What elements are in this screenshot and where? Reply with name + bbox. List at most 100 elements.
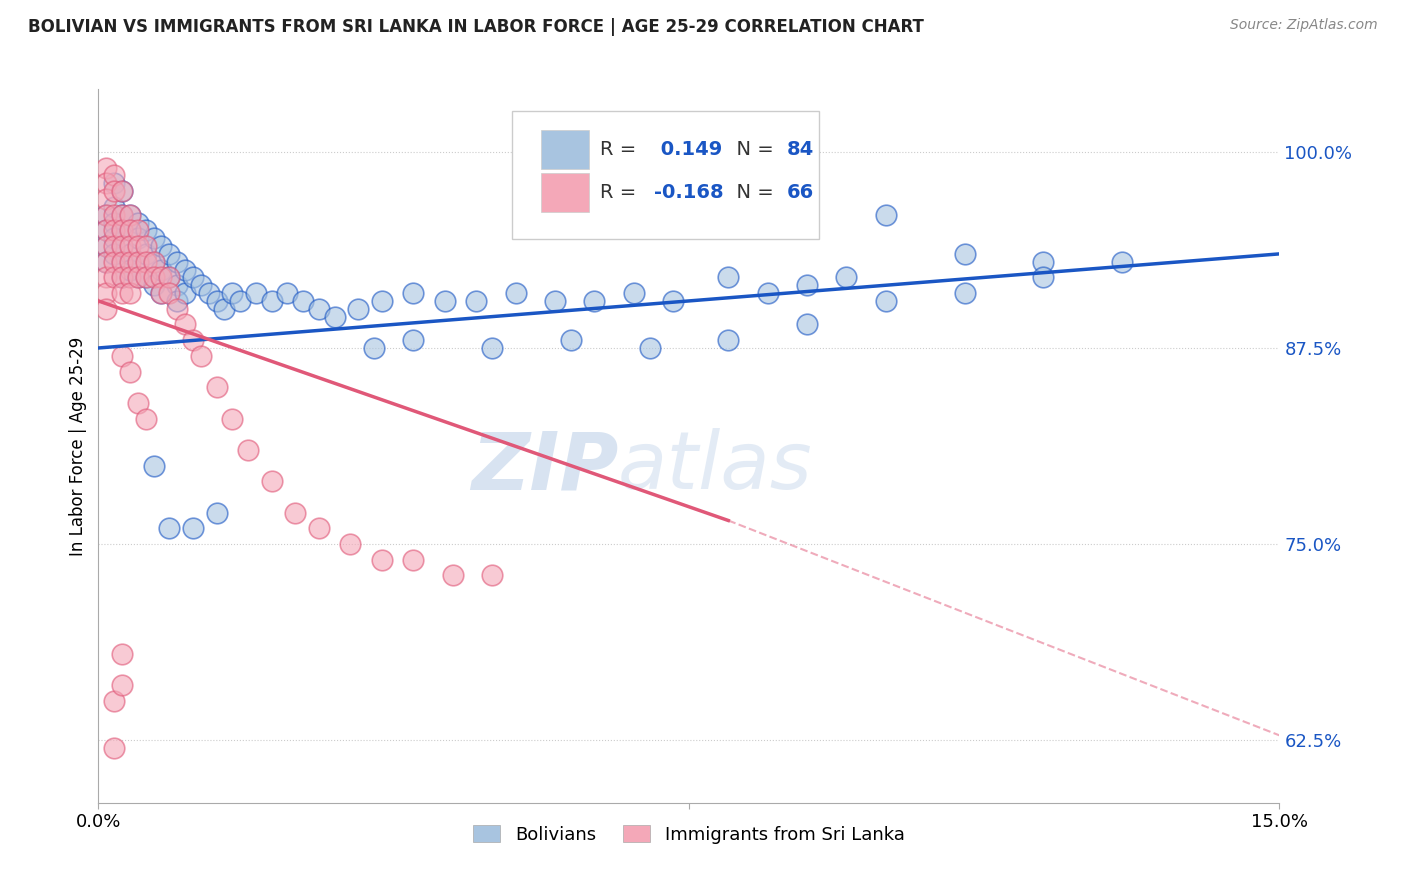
Point bbox=[118, 364, 141, 378]
Point bbox=[96, 239, 118, 253]
Point bbox=[197, 286, 219, 301]
Point bbox=[118, 223, 141, 237]
Point bbox=[157, 521, 180, 535]
Point bbox=[103, 169, 125, 183]
Point bbox=[205, 380, 228, 394]
Legend: Bolivians, Immigrants from Sri Lanka: Bolivians, Immigrants from Sri Lanka bbox=[467, 818, 911, 851]
FancyBboxPatch shape bbox=[541, 173, 589, 212]
Point bbox=[103, 200, 125, 214]
Text: N =: N = bbox=[724, 183, 780, 202]
Point bbox=[103, 223, 125, 237]
Point bbox=[284, 506, 307, 520]
Text: BOLIVIAN VS IMMIGRANTS FROM SRI LANKA IN LABOR FORCE | AGE 25-29 CORRELATION CHA: BOLIVIAN VS IMMIGRANTS FROM SRI LANKA IN… bbox=[28, 18, 924, 36]
Point bbox=[150, 270, 173, 285]
Point bbox=[166, 301, 188, 316]
Point bbox=[103, 231, 125, 245]
Point bbox=[127, 270, 149, 285]
Point bbox=[505, 286, 527, 301]
Point bbox=[111, 286, 134, 301]
Point bbox=[96, 208, 118, 222]
Point bbox=[96, 161, 118, 175]
Point bbox=[103, 184, 125, 198]
Point bbox=[796, 318, 818, 332]
Point bbox=[111, 239, 134, 253]
Point bbox=[260, 475, 283, 489]
Point bbox=[323, 310, 346, 324]
Point bbox=[103, 208, 125, 222]
Point bbox=[96, 239, 118, 253]
Point bbox=[157, 270, 180, 285]
Point bbox=[142, 254, 165, 268]
FancyBboxPatch shape bbox=[541, 130, 589, 169]
Text: ZIP: ZIP bbox=[471, 428, 619, 507]
Point bbox=[638, 341, 661, 355]
Point bbox=[623, 286, 645, 301]
Point bbox=[150, 239, 173, 253]
Y-axis label: In Labor Force | Age 25-29: In Labor Force | Age 25-29 bbox=[69, 336, 87, 556]
Point bbox=[111, 184, 134, 198]
Point bbox=[142, 254, 165, 268]
Point bbox=[111, 254, 134, 268]
Point bbox=[181, 521, 204, 535]
Point bbox=[111, 270, 134, 285]
Point bbox=[276, 286, 298, 301]
Point bbox=[118, 223, 141, 237]
Point bbox=[465, 293, 488, 308]
Point bbox=[127, 231, 149, 245]
Point bbox=[433, 293, 456, 308]
Point bbox=[150, 286, 173, 301]
Point bbox=[111, 184, 134, 198]
Point bbox=[260, 293, 283, 308]
Point bbox=[583, 293, 606, 308]
Point bbox=[875, 293, 897, 308]
Point bbox=[103, 694, 125, 708]
Point bbox=[717, 333, 740, 347]
Point bbox=[111, 223, 134, 237]
Point bbox=[157, 286, 180, 301]
Point bbox=[142, 278, 165, 293]
Point bbox=[347, 301, 370, 316]
Point bbox=[205, 506, 228, 520]
Point bbox=[111, 678, 134, 692]
Point bbox=[371, 552, 394, 566]
Point bbox=[96, 254, 118, 268]
Point bbox=[135, 270, 157, 285]
Point bbox=[118, 286, 141, 301]
Point bbox=[481, 568, 503, 582]
FancyBboxPatch shape bbox=[512, 111, 818, 239]
Point bbox=[96, 270, 118, 285]
Point bbox=[127, 223, 149, 237]
Point bbox=[363, 341, 385, 355]
Point bbox=[103, 740, 125, 755]
Point bbox=[118, 254, 141, 268]
Text: -0.168: -0.168 bbox=[654, 183, 723, 202]
Point bbox=[308, 521, 330, 535]
Point bbox=[1111, 254, 1133, 268]
Point bbox=[96, 223, 118, 237]
Point bbox=[214, 301, 236, 316]
Point bbox=[96, 286, 118, 301]
Point bbox=[174, 262, 197, 277]
Point bbox=[157, 247, 180, 261]
Point bbox=[544, 293, 567, 308]
Point bbox=[111, 223, 134, 237]
Point bbox=[205, 293, 228, 308]
Point bbox=[127, 239, 149, 253]
Point bbox=[835, 270, 858, 285]
Point bbox=[662, 293, 685, 308]
Point bbox=[402, 552, 425, 566]
Text: R =: R = bbox=[600, 140, 643, 160]
Point bbox=[103, 247, 125, 261]
Text: 66: 66 bbox=[787, 183, 814, 202]
Point bbox=[103, 254, 125, 268]
Point bbox=[118, 208, 141, 222]
Point bbox=[118, 262, 141, 277]
Point bbox=[308, 301, 330, 316]
Point bbox=[96, 176, 118, 190]
Point bbox=[441, 568, 464, 582]
Point bbox=[166, 278, 188, 293]
Text: 0.149: 0.149 bbox=[654, 140, 721, 160]
Point bbox=[142, 270, 165, 285]
Point bbox=[103, 270, 125, 285]
Point bbox=[111, 208, 134, 222]
